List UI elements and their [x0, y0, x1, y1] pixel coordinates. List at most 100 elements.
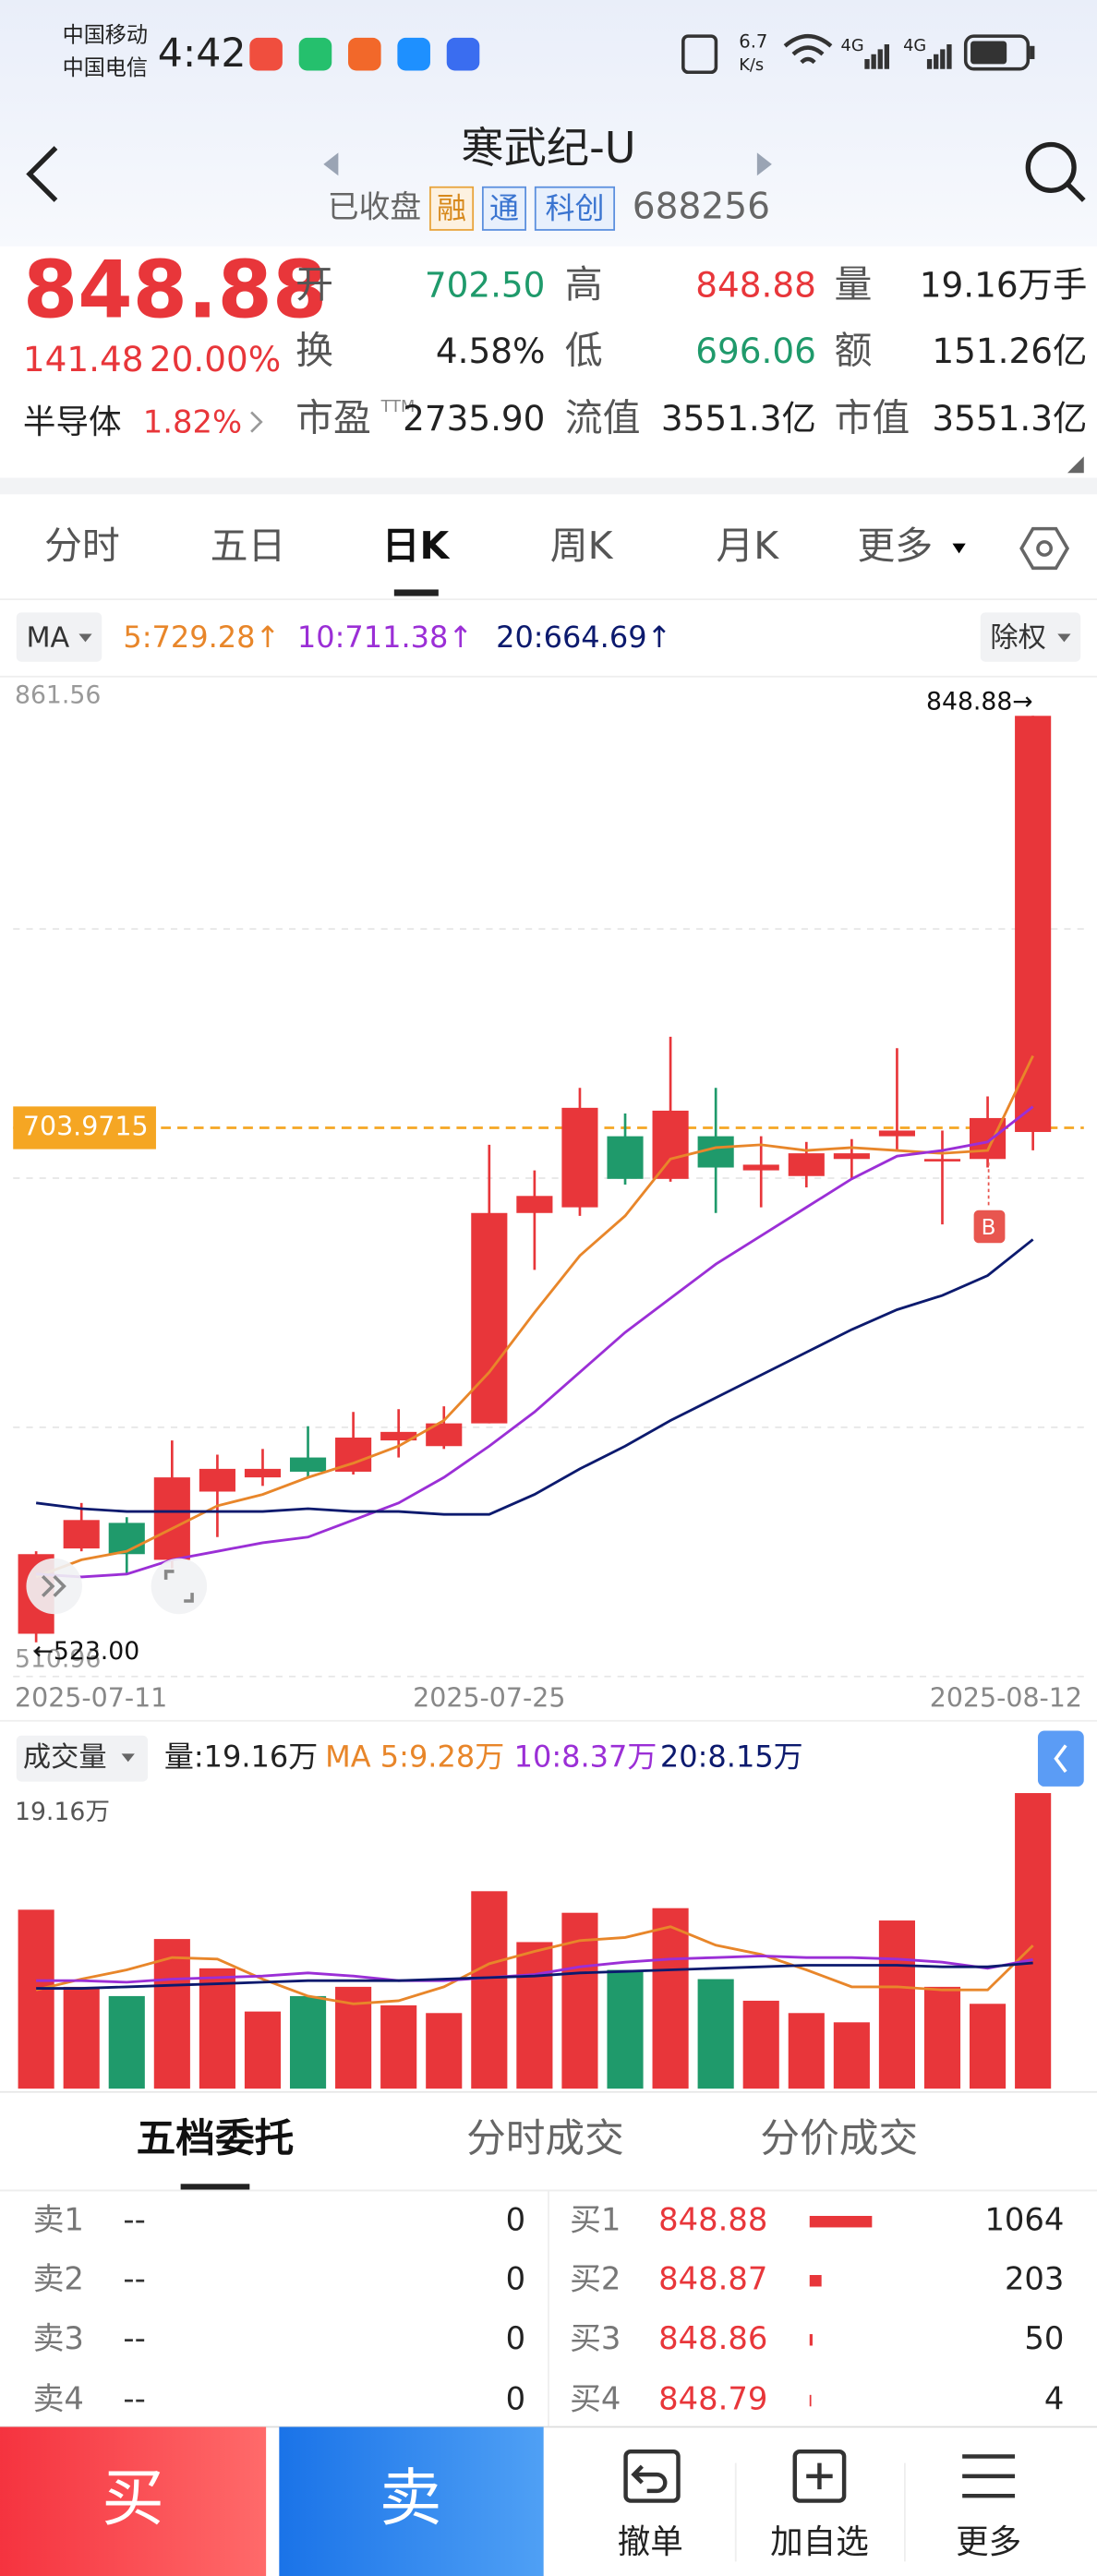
volume-bar — [244, 2011, 282, 2089]
volume-bar — [426, 2013, 463, 2089]
tab[interactable]: 分时 — [44, 524, 120, 568]
last-price: 848.88 — [23, 246, 327, 337]
field-value: 3551.3亿 — [661, 398, 816, 439]
ob-label: 卖4 — [33, 2381, 84, 2417]
field-value: 4.58% — [436, 331, 546, 371]
more-caret — [952, 543, 966, 554]
tab[interactable]: 五日 — [211, 524, 286, 568]
volume-bar — [108, 1995, 145, 2089]
tab[interactable]: 更多 — [857, 524, 933, 568]
action-label[interactable]: 撤单 — [618, 2523, 683, 2561]
field-value: 702.50 — [425, 265, 546, 306]
sell-button[interactable] — [279, 2426, 544, 2576]
ob-volume-bar — [809, 2334, 813, 2346]
volume-bar — [1015, 1793, 1052, 2089]
ma-line — [36, 1961, 1033, 1990]
y-tick-label: 510.96 — [15, 1644, 101, 1673]
volume-bar — [833, 2022, 870, 2089]
ob-price: -- — [123, 2381, 145, 2417]
ob-volume: 0 — [506, 2320, 526, 2356]
trade-marker-box[interactable] — [973, 1210, 1006, 1244]
ob-volume: 50 — [1024, 2320, 1064, 2356]
field-label: 流值 — [565, 395, 641, 439]
indicator-select[interactable] — [16, 612, 102, 662]
field-value: 848.88 — [695, 265, 816, 306]
ref-label-box — [13, 1106, 156, 1150]
ma-line — [36, 1105, 1034, 1579]
tab[interactable]: 月K — [716, 524, 779, 568]
action-label[interactable]: 更多 — [956, 2523, 1021, 2561]
y-tick-label: 19.16万 — [15, 1798, 110, 1826]
ob-tab[interactable]: 五档委托 — [137, 2116, 295, 2162]
volume-indicator: 成交量 — [23, 1741, 107, 1774]
candle-body — [1015, 716, 1052, 1133]
volume-bar — [742, 2000, 779, 2089]
ob-volume: 0 — [506, 2261, 526, 2297]
legend-entry: MA 5:9.28万 — [325, 1739, 504, 1775]
carrier: 中国移动 — [63, 24, 148, 48]
back-button[interactable] — [26, 146, 58, 202]
settings-button[interactable] — [1019, 526, 1070, 571]
ob-volume: 0 — [506, 2202, 526, 2238]
buy-label: 买 — [102, 2462, 164, 2534]
vibrate-icon — [681, 34, 718, 75]
collapse-button[interactable] — [1037, 1730, 1084, 1787]
ma-line — [36, 1955, 1033, 1984]
tag-box — [534, 186, 616, 231]
candle-body — [561, 1107, 598, 1208]
volume-bar — [970, 2004, 1007, 2089]
field-value: 151.26亿 — [932, 331, 1087, 371]
candle-body — [878, 1130, 915, 1137]
sell-label: 卖 — [380, 2462, 442, 2534]
ob-label: 买1 — [570, 2202, 621, 2238]
ob-price: 848.88 — [658, 2202, 767, 2238]
volume-bar — [289, 1995, 327, 2089]
sector-chevron[interactable] — [250, 411, 263, 433]
tab[interactable]: 周K — [550, 524, 614, 568]
x-tick-label: 2025-07-11 — [15, 1683, 167, 1714]
y-tick-label: 861.56 — [15, 681, 101, 710]
indicator: MA — [26, 621, 69, 654]
legend-entry: 20:8.15万 — [660, 1739, 803, 1775]
ob-label: 卖2 — [33, 2261, 84, 2297]
candle-body — [199, 1468, 235, 1492]
legend-entry: 10:8.37万 — [514, 1739, 657, 1775]
ob-volume-bar — [809, 2394, 812, 2407]
field-label: 低 — [565, 328, 603, 372]
ob-price: 848.86 — [658, 2320, 767, 2356]
expand-corner[interactable] — [1067, 456, 1084, 474]
chart-buttons[interactable] — [26, 1558, 208, 1615]
price-change: 141.48 — [23, 339, 144, 379]
volume-bar — [63, 1986, 100, 2089]
ob-volume-bar — [809, 2275, 822, 2287]
candle-body — [742, 1164, 779, 1171]
ob-tab[interactable]: 分时成交 — [466, 2116, 624, 2162]
legend-entry: 10:711.38↑ — [297, 620, 473, 655]
low-label: ←523.00 — [33, 1637, 140, 1666]
action-icons[interactable] — [623, 2449, 1016, 2503]
ob-tab[interactable]: 分价成交 — [760, 2116, 918, 2162]
adjust-select[interactable] — [980, 612, 1081, 662]
prev-stock[interactable] — [323, 152, 339, 176]
next-stock[interactable] — [756, 152, 772, 176]
tag-box — [429, 186, 475, 231]
candle-body — [244, 1468, 282, 1478]
candle-body — [788, 1153, 825, 1176]
volume-indicator-select[interactable] — [16, 1735, 149, 1782]
x-tick-label: 2025-08-12 — [930, 1683, 1082, 1714]
search-button[interactable] — [1025, 141, 1077, 193]
adjust: 除权 — [990, 621, 1045, 654]
ref-label: 703.9715 — [23, 1111, 149, 1141]
tab[interactable]: 日K — [382, 524, 451, 568]
candle-body — [63, 1520, 100, 1549]
volume-bar — [697, 1979, 734, 2089]
separator — [0, 477, 1097, 495]
action-label[interactable]: 加自选 — [770, 2523, 869, 2561]
sector: 半导体 — [23, 403, 122, 441]
buy-button[interactable] — [0, 2426, 267, 2576]
field-value: 696.06 — [695, 331, 816, 371]
ob-volume: 203 — [1005, 2261, 1064, 2297]
field-label: 市值 — [834, 395, 910, 439]
ob-volume: 4 — [1044, 2381, 1065, 2417]
